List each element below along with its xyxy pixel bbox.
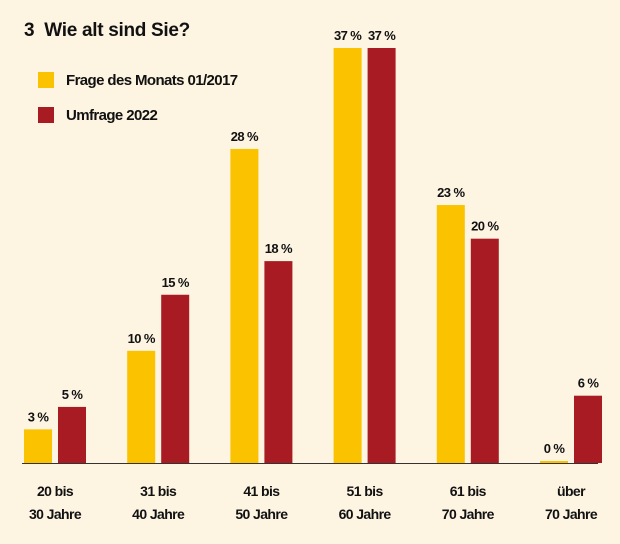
value-label-2017-2: 28 %: [231, 129, 259, 144]
category-label-3-line0: 51 bis: [347, 483, 384, 499]
category-label-5-line0: über: [557, 483, 586, 499]
value-label-2022-4: 20 %: [471, 219, 499, 234]
value-label-2017-5: 0 %: [544, 441, 566, 456]
category-label-2-line0: 41 bis: [243, 483, 280, 499]
value-label-2022-1: 15 %: [162, 275, 190, 290]
bar-2017-1: [127, 350, 156, 463]
bar-2017-3: [333, 48, 362, 463]
value-label-2022-5: 6 %: [578, 376, 600, 391]
bar-2022-1: [161, 294, 190, 463]
category-label-4-line1: 70 Jahre: [442, 506, 495, 522]
value-label-2017-0: 3 %: [28, 409, 50, 424]
bar-2017-4: [436, 205, 465, 463]
category-label-3-line1: 60 Jahre: [339, 506, 392, 522]
bar-2022-0: [58, 406, 86, 463]
value-label-2022-3: 37 %: [368, 28, 396, 43]
category-label-5-line1: 70 Jahre: [545, 506, 598, 522]
legend-label-2022: Umfrage 2022: [66, 106, 158, 124]
bar-2022-5: [574, 395, 602, 463]
chart-title: 3 Wie alt sind Sie?: [24, 20, 190, 42]
category-label-2-line1: 50 Jahre: [235, 506, 288, 522]
bar-2022-2: [264, 261, 293, 463]
bar-2017-5: [540, 461, 568, 463]
bar-2017-0: [24, 429, 52, 463]
bar-2022-3: [367, 48, 396, 463]
question-number: 3: [24, 20, 35, 41]
legend-item-2017: Frage des Monats 01/2017: [38, 70, 238, 90]
category-label-0-line1: 30 Jahre: [29, 506, 82, 522]
category-label-1-line1: 40 Jahre: [132, 506, 185, 522]
category-label-0-line0: 20 bis: [37, 483, 74, 499]
legend: Frage des Monats 01/2017 Umfrage 2022: [38, 70, 238, 140]
value-label-2017-4: 23 %: [437, 185, 465, 200]
legend-item-2022: Umfrage 2022: [38, 105, 238, 125]
value-label-2017-3: 37 %: [334, 28, 362, 43]
bar-2017-2: [230, 148, 259, 463]
value-label-2022-0: 5 %: [62, 387, 84, 402]
question-text: Wie alt sind Sie?: [44, 20, 190, 41]
category-label-1-line0: 31 bis: [140, 483, 177, 499]
legend-label-2017: Frage des Monats 01/2017: [66, 71, 238, 89]
legend-swatch-2017: [38, 72, 54, 88]
value-label-2022-2: 18 %: [265, 241, 293, 256]
category-label-4-line0: 61 bis: [450, 483, 487, 499]
value-label-2017-1: 10 %: [128, 331, 156, 346]
legend-swatch-2022: [38, 107, 54, 123]
bar-2022-4: [470, 238, 499, 463]
